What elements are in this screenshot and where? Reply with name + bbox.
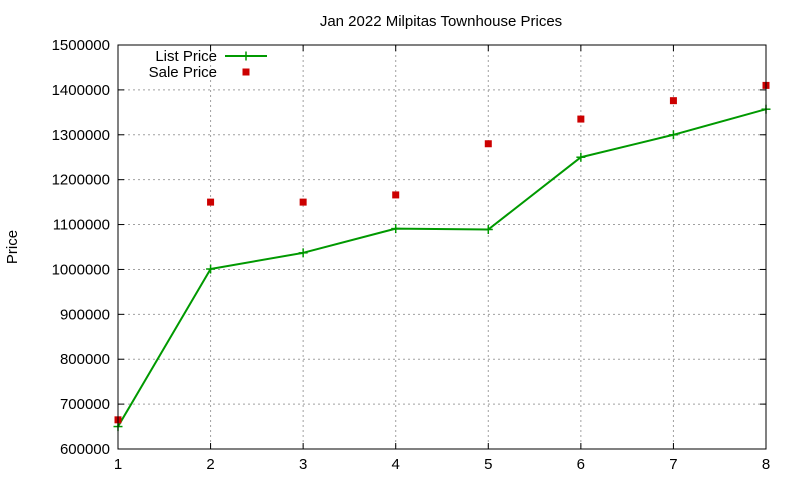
- plot-frame: [117, 44, 767, 450]
- y-tick-label: 900000: [60, 306, 110, 323]
- y-tick-label: 1500000: [52, 37, 110, 54]
- y-tick-label: 800000: [60, 351, 110, 368]
- list-price-point: [576, 152, 586, 162]
- legend-square-marker: [242, 68, 250, 76]
- y-tick-label: 1100000: [53, 217, 110, 234]
- x-tick-label: 7: [669, 456, 677, 473]
- legend-plus-marker: [241, 51, 251, 61]
- x-tick-label: 2: [206, 456, 214, 473]
- list-price-point: [483, 224, 493, 234]
- x-tick-label: 6: [577, 456, 585, 473]
- x-tick-label: 8: [762, 456, 770, 473]
- legend-label: Sale Price: [149, 64, 217, 81]
- sale-price-point: [207, 198, 215, 206]
- x-tick-label: 4: [392, 456, 400, 473]
- legend-item-sale-price: Sale Price: [149, 64, 250, 81]
- y-tick-label: 1300000: [52, 127, 110, 144]
- series-sale-price: [114, 81, 770, 424]
- list-price-point: [391, 224, 401, 234]
- sale-price-point: [577, 115, 585, 123]
- series-layer: [113, 81, 771, 432]
- list-price-point: [206, 264, 216, 274]
- y-tick-label: 1400000: [52, 82, 110, 99]
- list-price-line: [117, 108, 767, 428]
- y-tick-label: 700000: [60, 396, 110, 413]
- list-price-point: [668, 130, 678, 140]
- grid-lines: [118, 45, 766, 449]
- y-tick-label: 1000000: [52, 261, 110, 278]
- x-tick-label: 1: [114, 456, 122, 473]
- x-tick-label: 3: [299, 456, 307, 473]
- chart-title: Jan 2022 Milpitas Townhouse Prices: [320, 13, 562, 30]
- list-price-point: [298, 248, 308, 258]
- series-list-price: [113, 104, 771, 432]
- sale-price-point: [484, 140, 492, 148]
- x-tick-label: 5: [484, 456, 492, 473]
- legend-label: List Price: [155, 48, 217, 65]
- sale-price-point: [299, 198, 307, 206]
- y-tick-label: 1200000: [52, 172, 110, 189]
- legend-item-list-price: List Price: [155, 48, 267, 65]
- sale-price-point: [669, 97, 677, 105]
- y-axis-label: Price: [4, 230, 21, 264]
- sale-price-point: [392, 191, 400, 199]
- y-tick-label: 600000: [60, 441, 110, 458]
- axis-ticks: 6000007000008000009000001000000110000012…: [52, 37, 771, 473]
